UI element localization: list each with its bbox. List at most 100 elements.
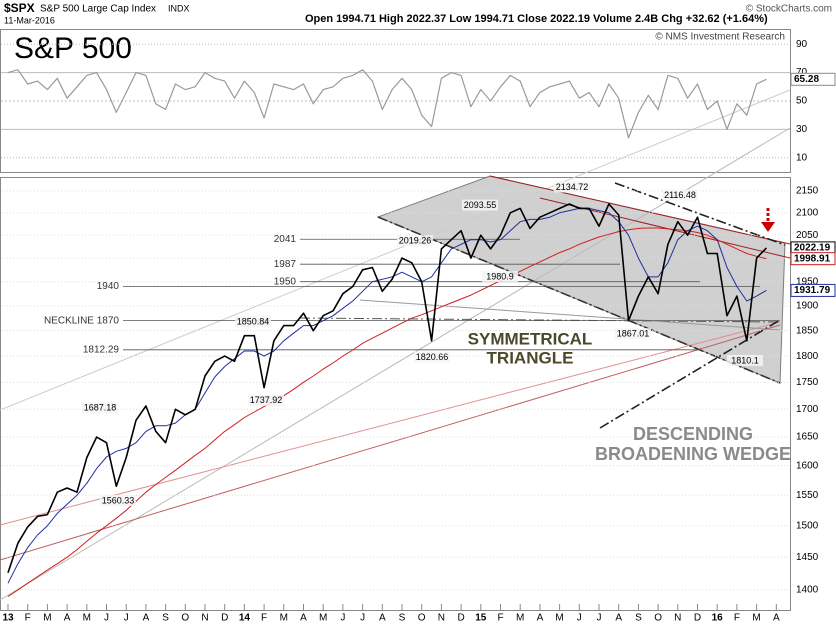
x-tick-label: M [516,613,524,624]
x-tick-label: J [104,613,109,624]
credit: © NMS Investment Research [655,32,785,43]
trend-line [614,182,786,246]
y-tick-label: 1400 [796,584,819,595]
series-line [7,69,767,139]
y-tick-label: 1800 [796,351,819,362]
x-tick-label: O [181,613,189,624]
price-panel [0,177,791,611]
point-label: 1737.92 [250,395,283,405]
trend-line [489,175,791,245]
x-tick-label: N [438,613,445,624]
point-label: 1850.84 [237,317,270,327]
x-tick-label: M [280,613,288,624]
label-box [248,394,284,406]
label-box [615,328,651,340]
x-tick-label: M [752,613,760,624]
y-tick-label: 1500 [796,520,819,531]
x-tick-label: O [654,613,662,624]
x-tick-label: J [577,613,582,624]
x-tick-label: S [399,613,406,624]
x-tick-label: F [25,613,31,624]
value-tag-label: 65.28 [794,74,819,85]
label-box [100,495,136,507]
x-tick-label: F [497,613,503,624]
quote: Open 1994.71 High 2022.37 Low 1994.71 Cl… [305,13,768,25]
x-tick-label: 15 [475,613,487,624]
x-tick-label: O [418,613,426,624]
level-label: 2041 [274,234,297,245]
y-tick-label: 1600 [796,460,819,471]
x-tick-label: M [319,613,327,624]
label-box [235,316,271,328]
value-tag-label: 2022.19 [794,243,831,254]
point-label: 1810.1 [731,355,759,365]
label-box [554,181,590,193]
label-box [414,351,450,363]
trend-line [0,89,791,411]
trend-line [359,299,781,331]
trend-line [0,324,781,561]
value-tag-label: 1931.79 [794,285,831,296]
point-label: 1820.66 [416,352,449,362]
level-label: 1987 [274,259,297,270]
pattern-label: SYMMETRICAL [468,329,593,348]
label-box [482,271,518,283]
x-tick-label: A [64,613,71,624]
x-tick-label: M [43,613,51,624]
x-tick-label: 14 [239,613,251,624]
x-tick-label: D [694,613,701,624]
level-label: 1812.29 [83,344,120,355]
y-tick-label: 1850 [796,325,819,336]
point-label: 2093.55 [464,200,497,210]
label-box [397,235,433,247]
trend-line [599,319,781,429]
x-tick-label: A [537,613,544,624]
y-tick-label: 50 [796,96,808,107]
x-tick-label: N [674,613,681,624]
pattern-label: TRIANGLE [487,348,574,367]
value-tag [790,283,836,297]
rsi-panel [0,29,791,173]
y-tick-label: 1450 [796,552,819,563]
point-label: 2134.72 [556,182,589,192]
y-tick-label: 1550 [796,490,819,501]
x-tick-label: S [162,613,169,624]
point-label: 2019.26 [399,236,432,246]
point-label: 1560.33 [102,495,135,505]
value-tag [790,72,836,86]
y-tick-label: 2050 [796,230,819,241]
x-tick-label: N [201,613,208,624]
trend-lines [0,89,791,601]
series-line [7,207,767,584]
y-tick-label: 70 [796,67,808,78]
point-label: 2116.48 [664,190,696,200]
x-tick-label: A [379,613,386,624]
x-tick-label: J [340,613,345,624]
x-tick-label: F [261,613,267,624]
trend-line [0,127,791,601]
x-tick-label: F [734,613,740,624]
y-tick-label: 2150 [796,186,819,197]
y-tick-label: 1950 [796,276,819,287]
label-box [82,402,118,414]
x-tick-label: 16 [712,613,724,624]
pattern-label: DESCENDING [633,424,753,444]
point-label: 1980.9 [486,271,514,281]
level-label: 1950 [274,276,297,287]
y-tick-label: 1900 [796,300,819,311]
level-label: NECKLINE 1870 [44,315,119,326]
x-tick-label: M [555,613,563,624]
y-tick-label: 1750 [796,377,819,388]
arrow-head [761,222,775,232]
source: © StockCharts.com [746,4,832,15]
x-tick-label: A [773,613,780,624]
level-label: 1940 [97,281,120,292]
date: 11-Mar-2016 [4,15,55,25]
y-tick-label: 1700 [796,404,819,415]
point-label: 1867.01 [617,329,650,339]
x-tick-label: J [360,613,365,624]
label-box [662,189,698,201]
x-tick-label: A [300,613,307,624]
x-tick-label: J [124,613,129,624]
exchange: INDX [168,3,190,13]
